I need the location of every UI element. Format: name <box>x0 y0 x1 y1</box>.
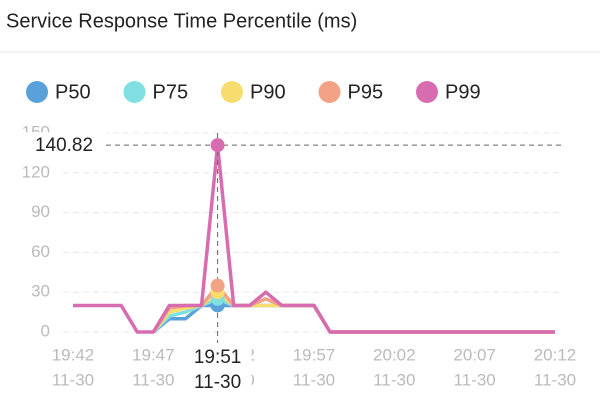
crosshair-value-label: 140.82 <box>35 135 93 156</box>
y-tick-label: 60 <box>31 242 50 261</box>
x-tick-label: 19:47 <box>132 345 175 364</box>
legend-marker <box>26 81 48 103</box>
legend-marker <box>123 81 146 103</box>
x-tick-date: 11-30 <box>373 370 415 389</box>
legend-label: P99 <box>445 81 481 103</box>
crosshair-time-bg <box>183 343 252 395</box>
crosshair-point <box>210 138 225 153</box>
x-tick-label: 20:02 <box>373 345 416 364</box>
legend-label: P50 <box>55 81 91 103</box>
y-tick-label: 0 <box>41 321 50 340</box>
y-tick-label: 90 <box>31 202 50 221</box>
legend-marker <box>416 81 438 103</box>
x-tick-date: 11-30 <box>52 370 94 389</box>
legend-label: P90 <box>250 81 286 103</box>
crosshair-time-label: 19:51 <box>194 347 242 368</box>
x-tick-label: 19:57 <box>293 345 336 364</box>
y-tick-label: 120 <box>22 162 50 181</box>
x-tick-date: 11-30 <box>454 370 496 389</box>
x-tick-date: 11-30 <box>293 370 335 389</box>
legend-marker <box>318 81 341 103</box>
chart-title: Service Response Time Percentile (ms) <box>6 10 357 32</box>
x-tick-label: 19:42 <box>52 345 95 364</box>
crosshair-point <box>210 278 225 293</box>
crosshair-value-bg <box>22 132 106 159</box>
x-tick-label: 20:07 <box>453 345 496 364</box>
series-line <box>73 143 555 334</box>
crosshair-date-label: 11-30 <box>194 372 241 393</box>
legend-label: P75 <box>153 81 189 103</box>
x-tick-label: 20:12 <box>534 345 577 364</box>
y-tick-label: 30 <box>31 282 50 301</box>
legend-marker <box>221 81 243 103</box>
x-tick-date: 11-30 <box>534 370 576 389</box>
legend-label: P95 <box>348 81 384 103</box>
x-tick-date: 11-30 <box>132 370 174 389</box>
